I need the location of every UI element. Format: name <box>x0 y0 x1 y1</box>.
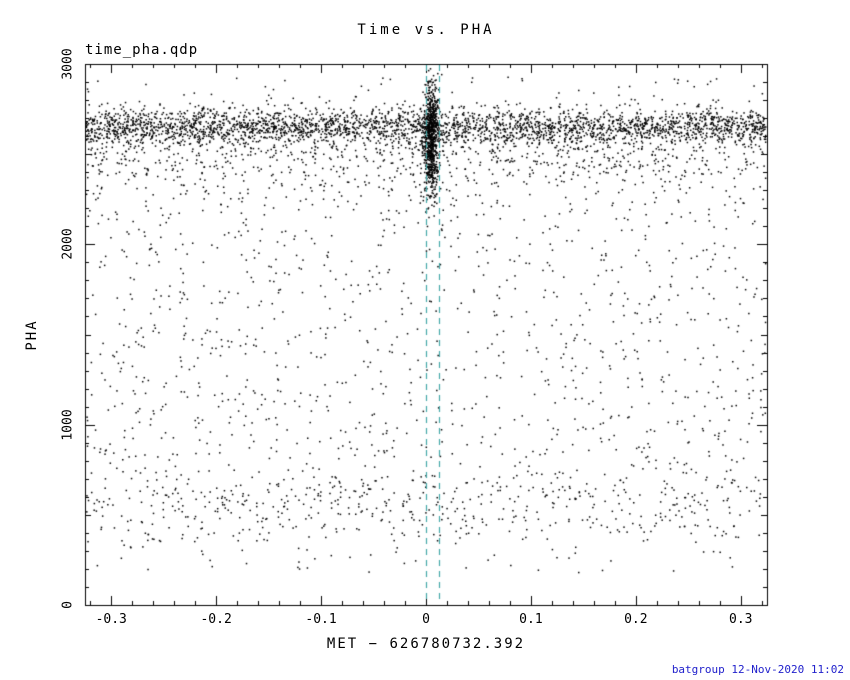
x-tick-label: -0.3 <box>95 612 127 627</box>
y-tick-label: 2000 <box>60 228 76 260</box>
x-tick-label: 0 <box>422 612 430 627</box>
chart-title: Time vs. PHA <box>357 22 495 38</box>
y-axis-label: PHA <box>24 319 40 351</box>
y-tick-label: 1000 <box>60 409 76 441</box>
x-tick-label: 0.1 <box>519 612 543 627</box>
x-tick-label: 0.2 <box>624 612 648 627</box>
y-tick-label: 3000 <box>60 48 76 80</box>
x-tick-label: 0.3 <box>729 612 753 627</box>
x-tick-label: -0.2 <box>200 612 232 627</box>
chart-annotation: time_pha.qdp <box>85 42 199 58</box>
x-axis-label: MET − 626780732.392 <box>326 636 526 652</box>
plot-footer: batgroup 12-Nov-2020 11:02 <box>671 663 844 676</box>
y-tick-label: 0 <box>60 601 76 609</box>
x-tick-label: -0.1 <box>305 612 337 627</box>
